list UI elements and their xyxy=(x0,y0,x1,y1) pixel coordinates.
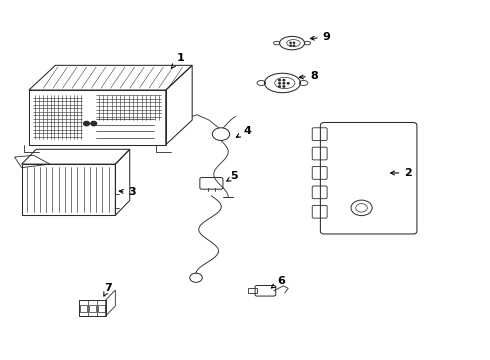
Circle shape xyxy=(283,80,285,81)
Circle shape xyxy=(290,42,291,43)
Circle shape xyxy=(283,86,285,87)
Text: 3: 3 xyxy=(119,187,136,197)
Circle shape xyxy=(279,86,280,87)
Circle shape xyxy=(287,83,289,84)
Text: 9: 9 xyxy=(310,32,331,42)
Circle shape xyxy=(279,80,280,81)
Circle shape xyxy=(84,121,89,126)
Circle shape xyxy=(91,121,97,126)
Bar xyxy=(80,305,87,312)
Text: 4: 4 xyxy=(236,126,251,138)
Bar xyxy=(79,300,106,316)
Bar xyxy=(98,305,104,312)
Circle shape xyxy=(290,45,291,46)
Text: 8: 8 xyxy=(299,71,318,81)
Circle shape xyxy=(283,83,285,84)
Text: 2: 2 xyxy=(391,168,412,178)
Text: 1: 1 xyxy=(172,53,184,68)
Bar xyxy=(89,305,96,312)
Text: 7: 7 xyxy=(104,283,112,296)
Text: 6: 6 xyxy=(271,275,285,288)
Circle shape xyxy=(279,83,280,84)
Text: 5: 5 xyxy=(227,171,238,181)
